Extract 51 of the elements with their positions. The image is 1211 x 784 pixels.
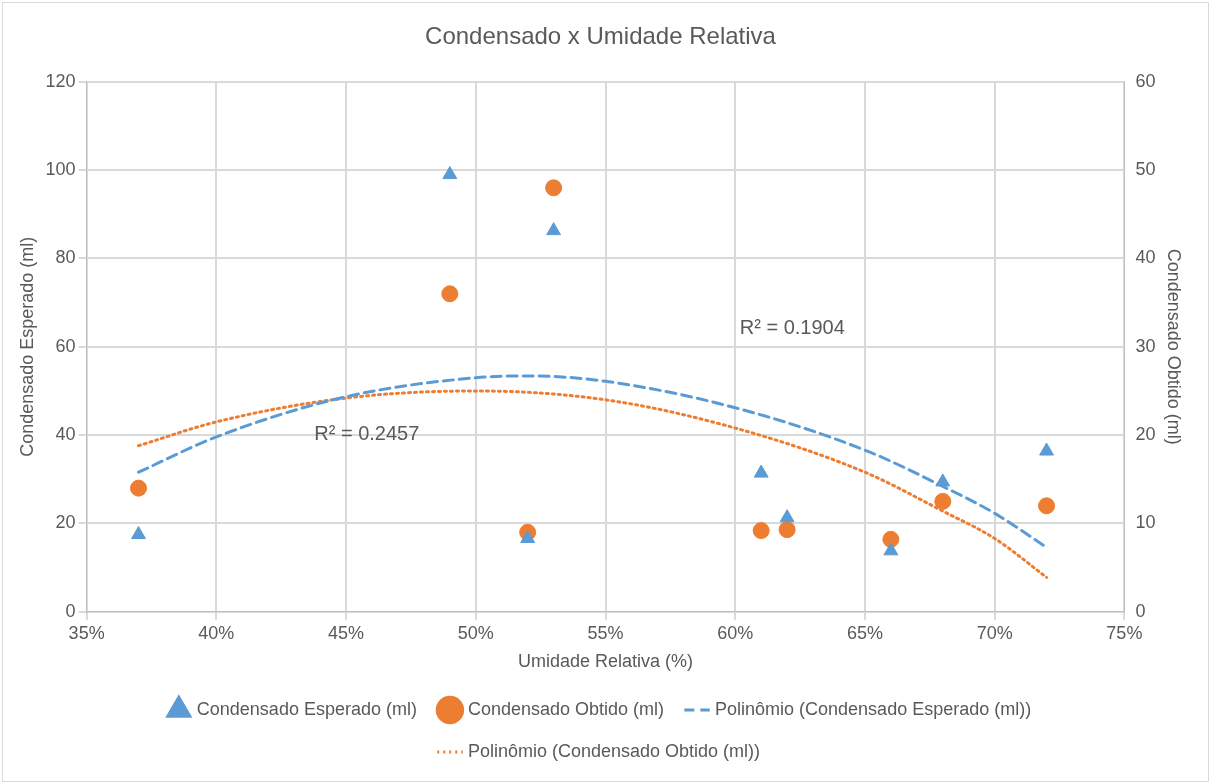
x-tick-label: 60%: [717, 622, 754, 643]
point: [1038, 497, 1056, 515]
y2-tick-label: 60: [1135, 70, 1156, 91]
y2-axis-title: Condensado Obtido (ml): [1164, 248, 1185, 445]
y-axis-title: Condensado Esperado (ml): [16, 236, 37, 457]
point: [882, 530, 900, 548]
annotation: R² = 0.2457: [314, 421, 420, 444]
point: [546, 222, 562, 236]
x-tick-label: 55%: [587, 622, 624, 643]
point: [934, 492, 952, 510]
point: [130, 479, 148, 497]
legend-label: Polinômio (Condensado Obtido (ml)): [467, 740, 761, 761]
point: [545, 179, 563, 197]
x-tick-label: 35%: [68, 622, 105, 643]
x-tick-label: 50%: [457, 622, 494, 643]
point: [442, 166, 458, 180]
y2-tick-label: 50: [1135, 159, 1156, 180]
legend-label: Polinômio (Condensado Esperado (ml)): [715, 698, 1032, 719]
line-series: [137, 389, 1049, 579]
y-tick-label: 80: [55, 247, 76, 268]
x-tick-label: 70%: [976, 622, 1013, 643]
legend-label: Condensado Esperado (ml): [196, 698, 417, 719]
annotation: R² = 0.1904: [739, 315, 845, 338]
y-tick-label: 100: [45, 159, 76, 180]
x-tick-label: 45%: [328, 622, 365, 643]
y-tick-label: 0: [65, 600, 76, 621]
point: [778, 521, 796, 539]
point: [753, 464, 769, 478]
y2-tick-label: 40: [1135, 247, 1156, 268]
point: [779, 509, 795, 523]
y-tick-label: 60: [55, 335, 76, 356]
point: [131, 526, 146, 540]
point: [752, 522, 770, 540]
chart-title: Condensado x Umidade Relativa: [425, 22, 777, 50]
point: [883, 542, 899, 556]
x-tick-label: 75%: [1106, 622, 1143, 643]
y2-tick-label: 10: [1135, 512, 1156, 533]
y2-tick-label: 20: [1135, 424, 1156, 445]
y-tick-label: 120: [45, 70, 76, 91]
x-axis-title: Umidade Relativa (%): [517, 651, 694, 672]
y2-tick-label: 0: [1135, 600, 1146, 621]
y-tick-label: 40: [55, 424, 76, 445]
point: [1039, 442, 1054, 456]
y2-tick-label: 30: [1135, 335, 1156, 356]
x-tick-label: 40%: [198, 622, 235, 643]
point: [520, 529, 536, 543]
x-tick-label: 65%: [846, 622, 883, 643]
legend-label: Condensado Obtido (ml): [467, 698, 665, 719]
y-tick-label: 20: [55, 512, 76, 533]
point: [441, 285, 459, 303]
point: [935, 473, 951, 487]
